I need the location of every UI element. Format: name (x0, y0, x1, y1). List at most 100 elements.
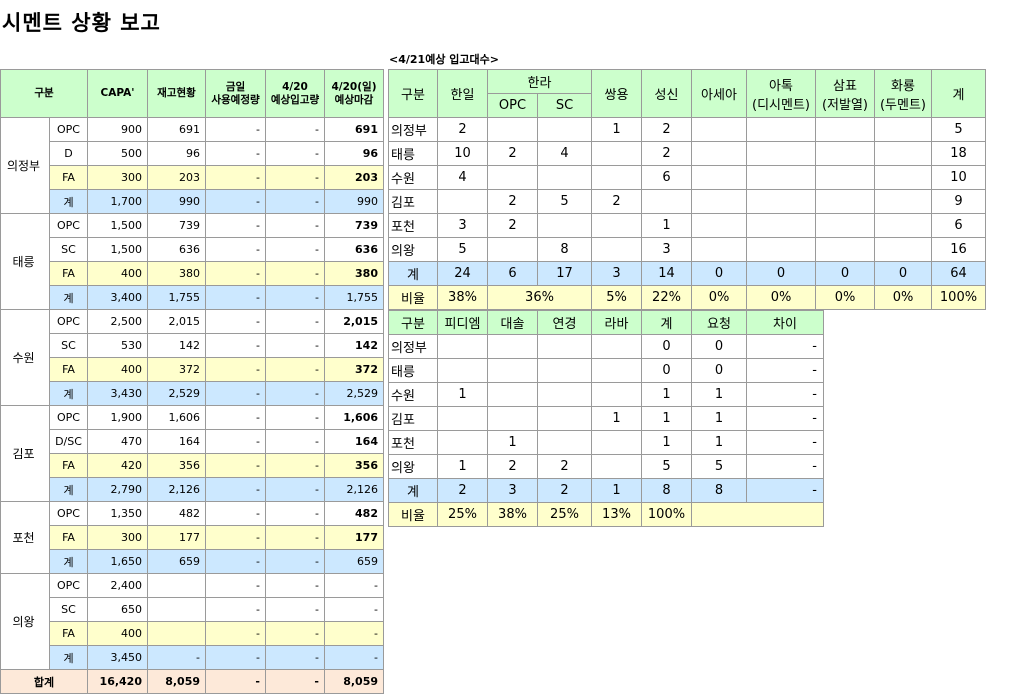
count-cell: 18 (931, 141, 986, 166)
table-row: 수원 1 1 1- (388, 382, 824, 407)
close-cell: 372 (324, 357, 384, 382)
count-cell: 10 (931, 165, 986, 190)
count-cell: 2 (591, 189, 642, 214)
ratio-cell: 38% (437, 285, 488, 310)
sum-cell: 3 (487, 478, 538, 503)
row-label: 계 (388, 478, 438, 503)
use-cell: - (205, 141, 266, 166)
in-cell: - (265, 237, 325, 262)
sum-cell: 17 (537, 261, 592, 286)
table-row: D 500 96- -96 (1, 141, 384, 166)
use-cell: - (205, 261, 266, 286)
stock-cell: 1,755 (147, 285, 206, 310)
count-cell (874, 141, 932, 166)
row-label: 김포 (388, 189, 438, 214)
header-cell: 쌍용 (591, 69, 642, 118)
row-label: 의왕 (388, 454, 438, 479)
ratio-cell: 36% (487, 285, 592, 310)
use-cell: - (205, 549, 266, 574)
header-row: 구분 피디엠 대솔 연경 라바 계 요청 차이 (388, 310, 824, 335)
capa-cell: 3,430 (87, 381, 148, 406)
close-cell: 380 (324, 261, 384, 286)
count-cell (591, 165, 642, 190)
inventory-table: 구분 CAPA' 재고현황 금일 사용예정량 4/20 예상입고량 4/20(일) 예상마감 의정… (0, 69, 384, 694)
count-cell (591, 358, 642, 383)
count-cell: 6 (931, 213, 986, 238)
count-cell (815, 213, 875, 238)
close-cell: 1,755 (324, 285, 384, 310)
table-row: 계 3,400 1,755- -1,755 (1, 285, 384, 310)
row-label: 포천 (388, 430, 438, 455)
count-cell: 1 (591, 117, 642, 142)
arrival-table-top: 구분 한일 한라 쌍용 성신 아세아 아톡 (디시멘트) 삼표 (저발열) 화룡 (두멘트) 계 OPC S… (388, 69, 986, 310)
count-cell: - (746, 454, 824, 479)
row-label: 의정부 (388, 334, 438, 359)
stock-cell: 356 (147, 453, 206, 478)
close-cell: 203 (324, 165, 384, 190)
table-row: 의왕 1 2 2 5 5- (388, 454, 824, 479)
close-cell: 1,606 (324, 405, 384, 430)
total-row: 합계 16,420 8,059- -8,059 (0, 669, 384, 694)
header-subtext: (두멘트) (879, 97, 927, 113)
close-cell: 990 (324, 189, 384, 214)
stock-cell (147, 597, 206, 622)
table-row: D/SC 470 164- -164 (1, 429, 384, 454)
ratio-row: 비율 38% 36% 5% 22% 0% 0% 0% 0% 100% (388, 285, 986, 310)
count-cell: - (746, 358, 824, 383)
row-label: 김포 (388, 406, 438, 431)
stock-cell: 164 (147, 429, 206, 454)
count-cell: 1 (691, 430, 747, 455)
header-cell: 연경 (537, 310, 592, 335)
stock-cell: 2,015 (147, 309, 206, 334)
count-cell: 4 (437, 165, 488, 190)
close-cell: 356 (324, 453, 384, 478)
count-cell (641, 189, 692, 214)
capa-cell: 400 (87, 261, 148, 286)
use-cell: - (205, 525, 266, 550)
use-cell: - (205, 165, 266, 190)
table-row: 포천 OPC 1,350 482- -482 (0, 501, 384, 574)
stock-cell: 739 (147, 213, 206, 238)
use-cell: - (205, 429, 266, 454)
header-cell: 요청 (691, 310, 747, 335)
use-cell: - (205, 213, 266, 238)
count-cell (691, 237, 747, 262)
ratio-cell: 5% (591, 285, 642, 310)
close-cell: - (324, 573, 384, 598)
count-cell (437, 189, 488, 214)
table-row: 의정부 0 0- (388, 334, 824, 359)
table-row: FA 400 380- -380 (1, 261, 384, 286)
row-label: 태릉 (388, 141, 438, 166)
type-cell: SC (49, 237, 88, 262)
close-cell: - (324, 621, 384, 646)
count-cell: 2 (437, 117, 488, 142)
table-row: SC 530 142- -142 (1, 333, 384, 358)
stock-cell: 203 (147, 165, 206, 190)
capa-cell: 3,400 (87, 285, 148, 310)
stock-cell (147, 573, 206, 598)
in-cell: - (265, 357, 325, 382)
sum-cell: 24 (437, 261, 488, 286)
table-row: 태릉 0 0- (388, 358, 824, 383)
use-cell: - (205, 117, 266, 142)
empty-cell (691, 502, 824, 527)
row-label: 비율 (388, 285, 438, 310)
sum-cell: 2 (437, 478, 488, 503)
count-cell: 1 (437, 382, 488, 407)
header-cell: 대솔 (487, 310, 538, 335)
header-cell: CAPA' (87, 69, 148, 118)
count-cell: 16 (931, 237, 986, 262)
count-cell (591, 237, 642, 262)
count-cell: 1 (641, 382, 692, 407)
header-cell: 피디엠 (437, 310, 488, 335)
close-cell: 691 (324, 117, 384, 142)
in-cell: - (265, 645, 325, 670)
type-cell: SC (49, 597, 88, 622)
sum-cell: 0 (815, 261, 875, 286)
sum-row: 계 24 6 17 3 14 0 0 0 0 64 (388, 261, 986, 286)
count-cell (591, 454, 642, 479)
count-cell (746, 117, 816, 142)
header-cell: 금일 사용예정량 (205, 69, 266, 118)
type-cell: 계 (49, 285, 88, 310)
